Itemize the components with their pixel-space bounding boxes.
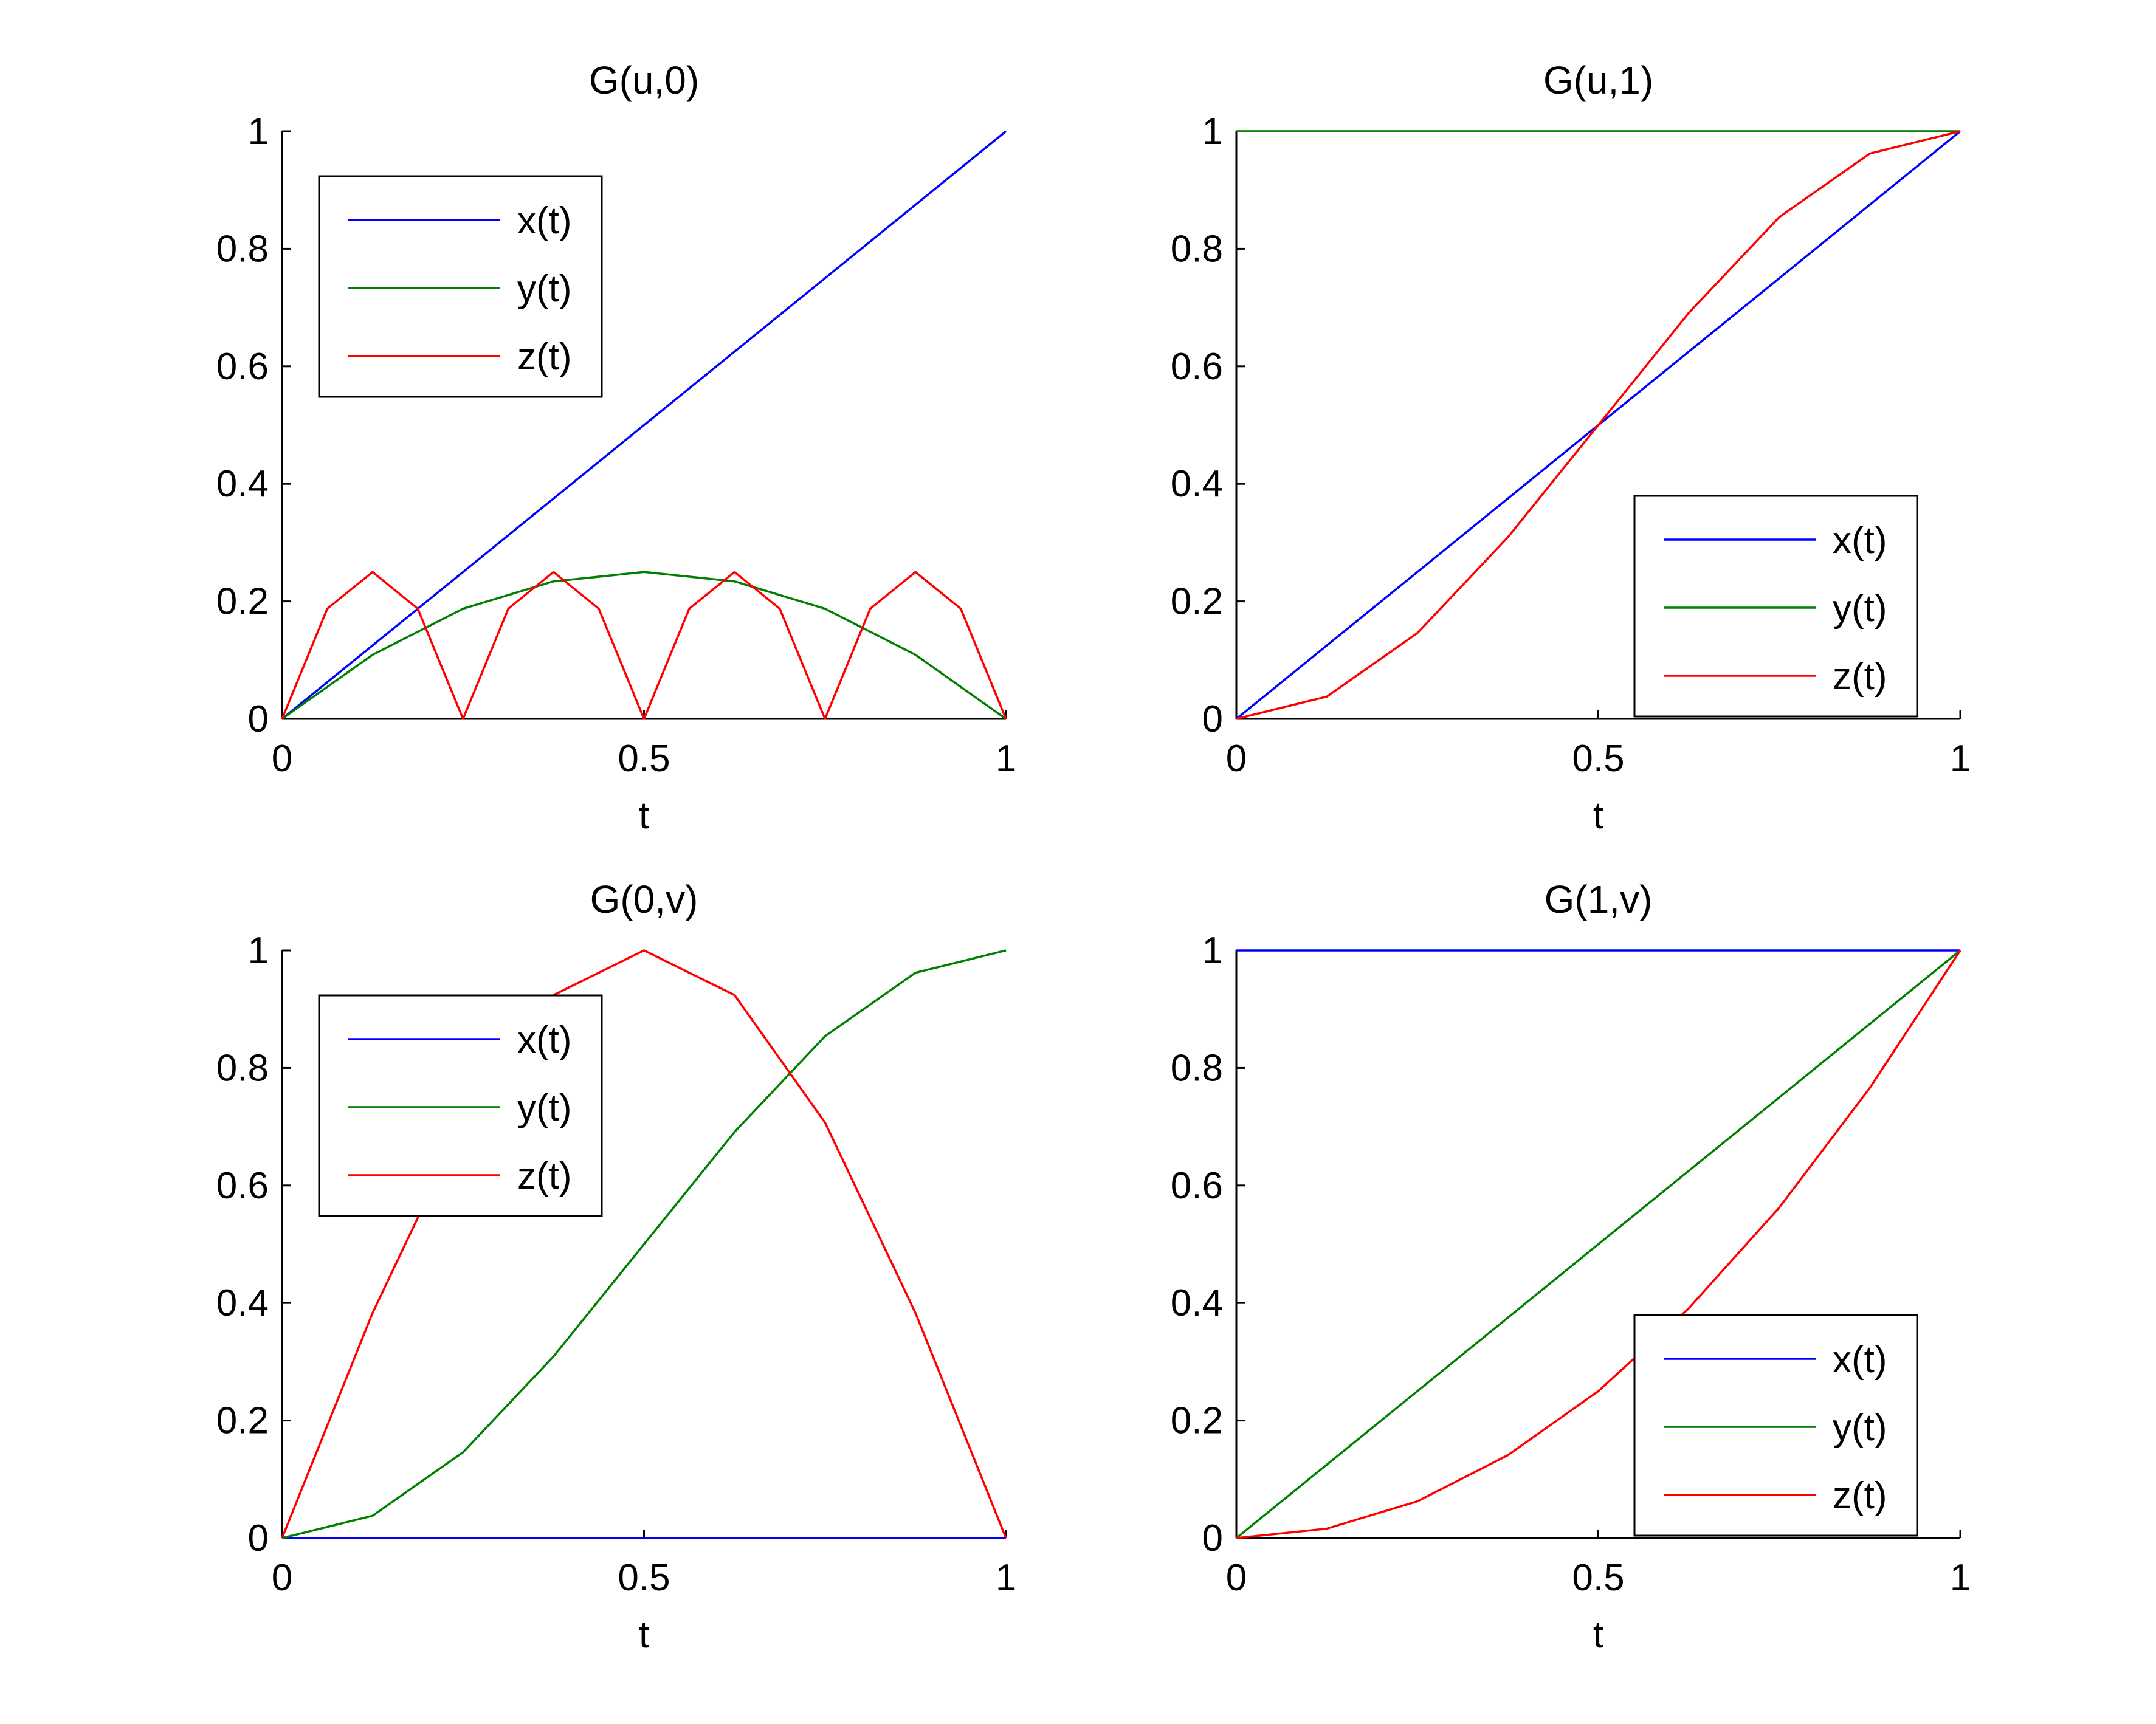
y-tick-label: 1 [1202,930,1223,972]
series-line-y [1235,949,1961,1539]
y-tick-label: 0 [248,1517,269,1559]
legend-box [1633,495,1918,718]
x-tick-label: 0.5 [618,738,670,780]
legend-label-z: z(t) [1833,1475,1887,1517]
x-tick-label: 0.5 [1572,1557,1624,1599]
series-line-z [1236,950,1961,1539]
legend-box [318,994,603,1217]
series-line-y [281,949,1007,1539]
x-tick-label: 1 [1950,1557,1971,1599]
legend-label-z: z(t) [517,336,572,378]
x-tick-label: 0.5 [618,1557,670,1599]
y-tick-label: 0.6 [1171,1165,1223,1207]
y-tick-label: 0.6 [1171,346,1223,388]
legend-label-y: y(t) [1833,588,1887,630]
legend-label-y: y(t) [1833,1407,1887,1449]
x-tick-label: 0 [272,1557,292,1599]
legend-label-z: z(t) [517,1155,572,1197]
subplot-1: 0 0.2 0.4 0.6 0.8 1 0 0.5 1 t G(u,0) x(t) y(t) z(t) [216,58,1016,837]
legend-box [318,175,603,398]
legend: x(t) y(t) z(t) [318,994,603,1217]
subplot-title: G(u,1) [1543,58,1653,102]
y-tick-label: 1 [1202,111,1223,153]
y-tick-label: 0 [1202,1517,1223,1559]
legend-label-y: y(t) [517,268,572,310]
subplot-4: 0 0.2 0.4 0.6 0.8 1 0 0.5 1 t G(1,v) x(t) y(t) z(t) [1171,877,1971,1656]
y-tick-label: 0.6 [216,1165,269,1207]
y-tick-label: 0.8 [216,228,269,270]
x-tick-label: 1 [996,1557,1016,1599]
y-tick-label: 0.2 [1171,581,1223,623]
series-line-z [281,949,1007,1539]
x-tick-label: 1 [996,738,1016,780]
y-tick-label: 0.4 [216,463,269,505]
x-tick-label: 0 [1226,1557,1247,1599]
legend-label-x: x(t) [1833,1339,1887,1381]
legend-label-x: x(t) [517,200,572,242]
y-tick-label: 0.2 [216,581,269,623]
x-axis-label: t [639,1614,649,1656]
y-tick-label: 0.6 [216,346,269,388]
y-tick-label: 0.2 [1171,1400,1223,1442]
y-tick-label: 0.2 [216,1400,269,1442]
legend: x(t) y(t) z(t) [318,175,603,398]
y-tick-label: 0.8 [1171,1047,1223,1089]
series-line-z [1236,130,1961,720]
subplot-title: G(1,v) [1545,877,1653,921]
series-line-z [281,571,1007,720]
y-tick-label: 0 [248,698,269,740]
series-line-x [281,130,1007,720]
legend-box [1633,1314,1918,1537]
x-axis-label: t [639,795,649,837]
x-tick-label: 0 [272,738,292,780]
y-tick-label: 0.4 [1171,463,1223,505]
x-axis-label: t [1593,795,1603,837]
y-tick-label: 0.4 [1171,1282,1223,1324]
x-tick-label: 1 [1950,738,1971,780]
y-tick-label: 0 [1202,698,1223,740]
y-tick-label: 1 [248,930,269,972]
legend-label-x: x(t) [517,1019,572,1061]
subplot-2: 0 0.2 0.4 0.6 0.8 1 0 0.5 1 t G(u,1) x(t) y(t) z(t) [1171,58,1971,837]
legend-label-x: x(t) [1833,520,1887,562]
legend: x(t) y(t) z(t) [1633,495,1918,718]
y-tick-label: 1 [248,111,269,153]
legend-label-y: y(t) [517,1087,572,1129]
legend-label-z: z(t) [1833,656,1887,698]
y-tick-label: 0.4 [216,1282,269,1324]
subplot-title: G(0,v) [590,877,698,921]
y-tick-label: 0.8 [1171,228,1223,270]
y-tick-label: 0.8 [216,1047,269,1089]
legend: x(t) y(t) z(t) [1633,1314,1918,1537]
x-tick-label: 0.5 [1572,738,1624,780]
subplot-title: G(u,0) [589,58,699,102]
subplot-3: 0 0.2 0.4 0.6 0.8 1 0 0.5 1 t G(0,v) x(t) y(t) z(t) [216,877,1016,1656]
x-tick-label: 0 [1226,738,1247,780]
series-line-y [281,571,1007,720]
x-axis-label: t [1593,1614,1603,1656]
